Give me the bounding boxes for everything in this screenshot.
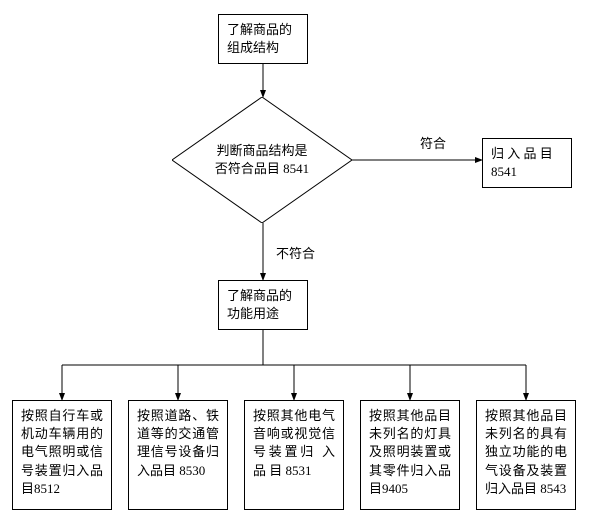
node-9405: 按照其他品目未列名的灯具及照明装置或其零件归入品目9405 — [360, 400, 460, 510]
node-text: 按照其他品目未列名的灯具及照明装置或其零件归入品目9405 — [369, 408, 451, 496]
node-text: 按照道路、铁道等的交通管理信号设备归入品目 8530 — [137, 408, 219, 478]
node-understand-function: 了解商品的 功能用途 — [218, 280, 308, 330]
node-8543: 按照其他品目未列名的具有独立功能的电气设备及装置归入品目 8543 — [476, 400, 576, 510]
node-text: 归 入 品 目 — [491, 146, 553, 161]
node-text: 功能用途 — [227, 306, 279, 321]
node-text: 了解商品的 — [227, 22, 292, 37]
node-text: 按照其他电气音响或视觉信号装置归 入 品 目 8531 — [253, 408, 335, 478]
node-8530: 按照道路、铁道等的交通管理信号设备归入品目 8530 — [128, 400, 228, 510]
node-text: 按照自行车或机动车辆用的电气照明或信号装置归入品目8512 — [21, 408, 103, 496]
node-result-8541: 归 入 品 目 8541 — [482, 138, 572, 188]
node-8531: 按照其他电气音响或视觉信号装置归 入 品 目 8531 — [244, 400, 344, 510]
decision-text: 否符合品目 8541 — [215, 161, 309, 176]
edge-label-yes: 符合 — [420, 133, 446, 152]
edge-label-no: 不符合 — [276, 243, 315, 262]
node-text: 8541 — [491, 164, 517, 179]
node-understand-structure: 了解商品的 组成结构 — [218, 14, 308, 64]
node-text: 按照其他品目未列名的具有独立功能的电气设备及装置归入品目 8543 — [485, 408, 567, 496]
node-text: 组成结构 — [227, 40, 279, 55]
decision-text: 判断商品结构是 — [216, 143, 307, 158]
node-text: 了解商品的 — [227, 288, 292, 303]
node-8512: 按照自行车或机动车辆用的电气照明或信号装置归入品目8512 — [12, 400, 112, 510]
decision-8541: 判断商品结构是 否符合品目 8541 — [172, 97, 352, 223]
